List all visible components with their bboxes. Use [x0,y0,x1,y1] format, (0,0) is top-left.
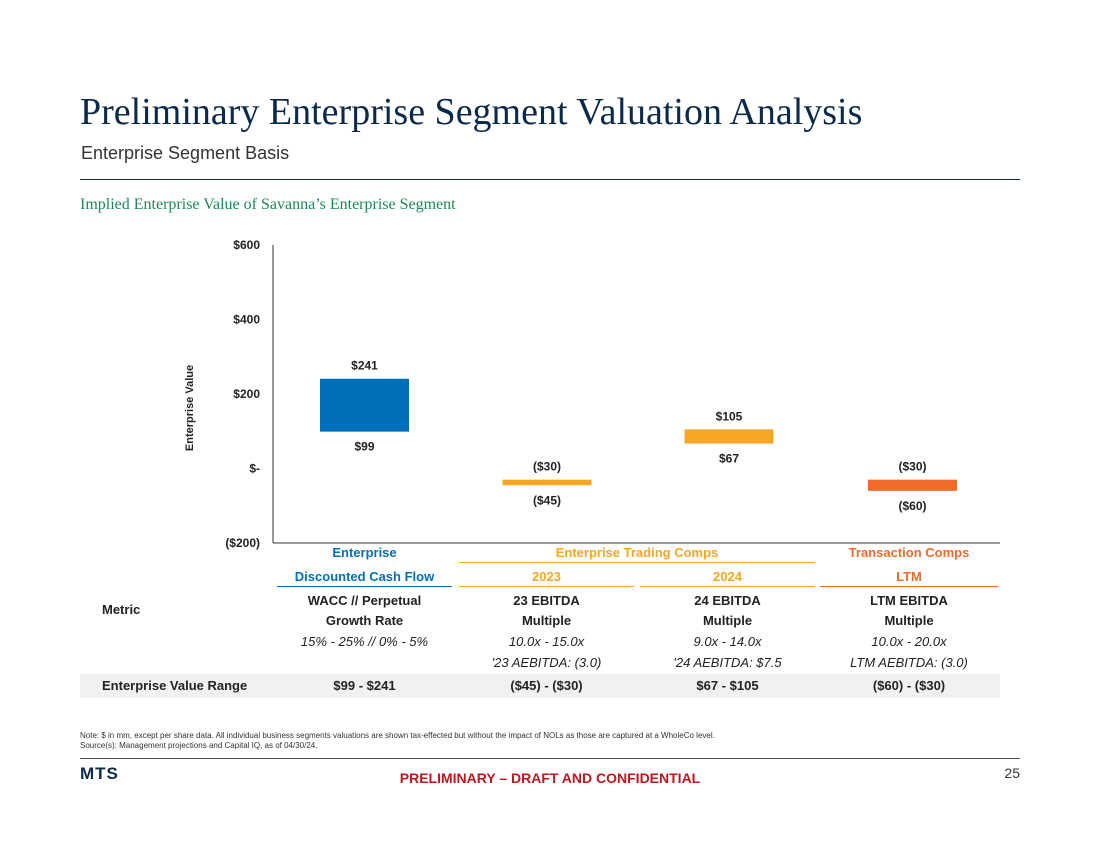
ev-row-background [80,674,1000,698]
bar-high-label-1: ($30) [533,460,561,474]
title-divider [80,179,1020,180]
ev-ltm-value: ($60) - ($30) [872,678,946,693]
metric-dcf-line2: Growth Rate [325,613,404,628]
metric-2024-range: 9.0x - 14.0x [693,634,762,649]
metric-row-label: Metric [102,602,141,617]
metric-dcf-line1: WACC // Perpetual [307,593,422,608]
footnote: Note: $ in mm, except per share data. Al… [80,731,715,751]
col-dcf-label: Discounted Cash Flow [294,569,435,584]
ev-dcf-value: $99 - $241 [333,678,396,693]
metric-2023-line2: Multiple [521,613,572,628]
group-trading-underline [459,562,815,563]
metric-ltm-line1: LTM EBITDA [870,593,948,608]
page-title: Preliminary Enterprise Segment Valuation… [80,91,863,133]
y-tick-label-2: $200 [233,387,260,401]
col-2024-underline [640,586,815,587]
ev-row-label: Enterprise Value Range [102,678,248,693]
bar-low-label-2: $67 [719,452,739,466]
metric-2024-line2: Multiple [702,613,753,628]
section-title: Implied Enterprise Value of Savanna’s En… [80,196,456,213]
col-2024-label: 2024 [713,569,742,584]
footnote-source: Source(s): Management projections and Ca… [80,741,318,750]
col-2023-label: 2023 [532,569,561,584]
col-ltm-label: LTM [896,569,922,584]
metric-2023-line1: 23 EBITDA [513,593,580,608]
y-axis-title: Enterprise Value [184,365,196,451]
page-subtitle: Enterprise Segment Basis [81,143,290,163]
group-dcf-label: Enterprise [332,545,397,560]
footnote-note: Note: $ in mm, except per share data. Al… [80,731,715,740]
col-dcf-underline [277,586,452,587]
page-number: 25 [1004,765,1020,781]
bar-3 [868,479,957,491]
metric-dcf-range: 15% - 25% // 0% - 5% [300,634,429,649]
ev-2024-value: $67 - $105 [696,678,759,693]
y-tick-label-3: $- [249,462,260,476]
bar-low-label-1: ($45) [533,493,561,507]
ev-2023-value: ($45) - ($30) [510,678,583,693]
col-2023-underline [459,586,634,587]
y-tick-label-4: ($200) [225,536,260,550]
metric-ltm-line2: Multiple [884,613,934,628]
group-trading-label: Enterprise Trading Comps [555,545,719,560]
bar-high-label-2: $105 [716,409,743,423]
bar-high-label-3: ($30) [898,460,926,474]
bar-low-label-0: $99 [354,440,374,454]
bar-low-label-3: ($60) [898,499,926,513]
col-ltm-underline [820,586,998,587]
y-tick-label-0: $600 [233,238,260,252]
bar-high-label-0: $241 [351,359,378,373]
metric-2024-aebitda: '24 AEBITDA: $7.5 [673,655,782,670]
bar-1 [502,479,592,486]
bar-0 [320,378,409,432]
metric-ltm-aebitda: LTM AEBITDA: (3.0) [850,655,968,670]
company-logo: MTS [80,764,119,783]
y-tick-label-1: $400 [233,313,260,327]
group-transaction-label: Transaction Comps [848,545,970,560]
confidential-banner: PRELIMINARY – DRAFT AND CONFIDENTIAL [399,770,701,786]
metric-ltm-range: 10.0x - 20.0x [871,634,947,649]
metric-2023-range: 10.0x - 15.0x [508,634,585,649]
bar-2 [684,429,774,444]
metric-2023-aebitda: '23 AEBITDA: (3.0) [491,655,602,670]
footer-divider [80,758,1020,759]
metric-2024-line1: 24 EBITDA [694,593,761,608]
